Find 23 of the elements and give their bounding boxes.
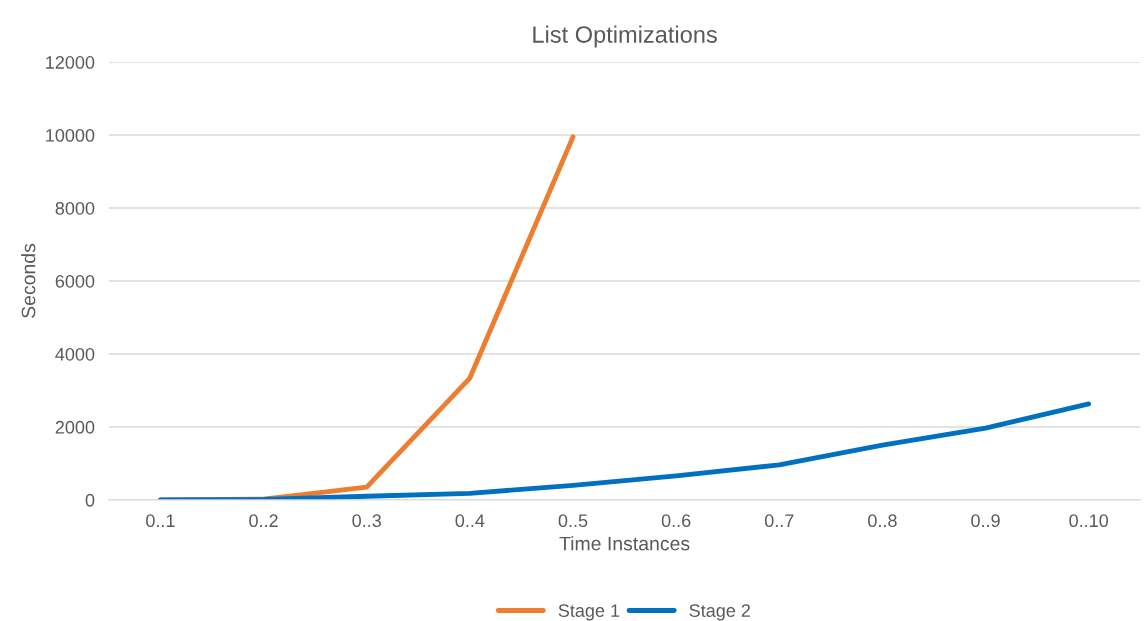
y-tick-label: 4000 [55,347,95,361]
x-axis-title: Time Instances [559,536,690,551]
y-tick-label: 0 [85,493,95,507]
x-tick-label: 0..4 [455,514,485,528]
x-tick-label: 0..9 [971,514,1000,528]
legend-label: Stage 1 [558,604,620,621]
y-tick-label: 2000 [55,420,95,434]
x-tick-label: 0..5 [558,514,588,528]
x-tick-label: 0..1 [146,514,175,528]
x-tick-label: 0..8 [868,514,897,528]
line-series [158,401,1092,500]
legend-label: Stage 2 [689,604,750,621]
x-tick-label: 0..7 [764,514,794,528]
chart-title: List Optimizations [533,25,717,48]
y-tick-label: 12000 [46,56,95,69]
x-tick-label: 0..6 [661,514,691,528]
y-tick-label: 6000 [55,274,95,288]
x-tick-label: 0..10 [1069,514,1109,528]
y-tick-label: 10000 [46,129,95,142]
x-tick-label: 0..3 [352,514,381,528]
y-tick-label: 8000 [55,201,95,215]
x-tick-label: 0..2 [249,514,278,528]
y-axis-title: Seconds [21,243,36,318]
